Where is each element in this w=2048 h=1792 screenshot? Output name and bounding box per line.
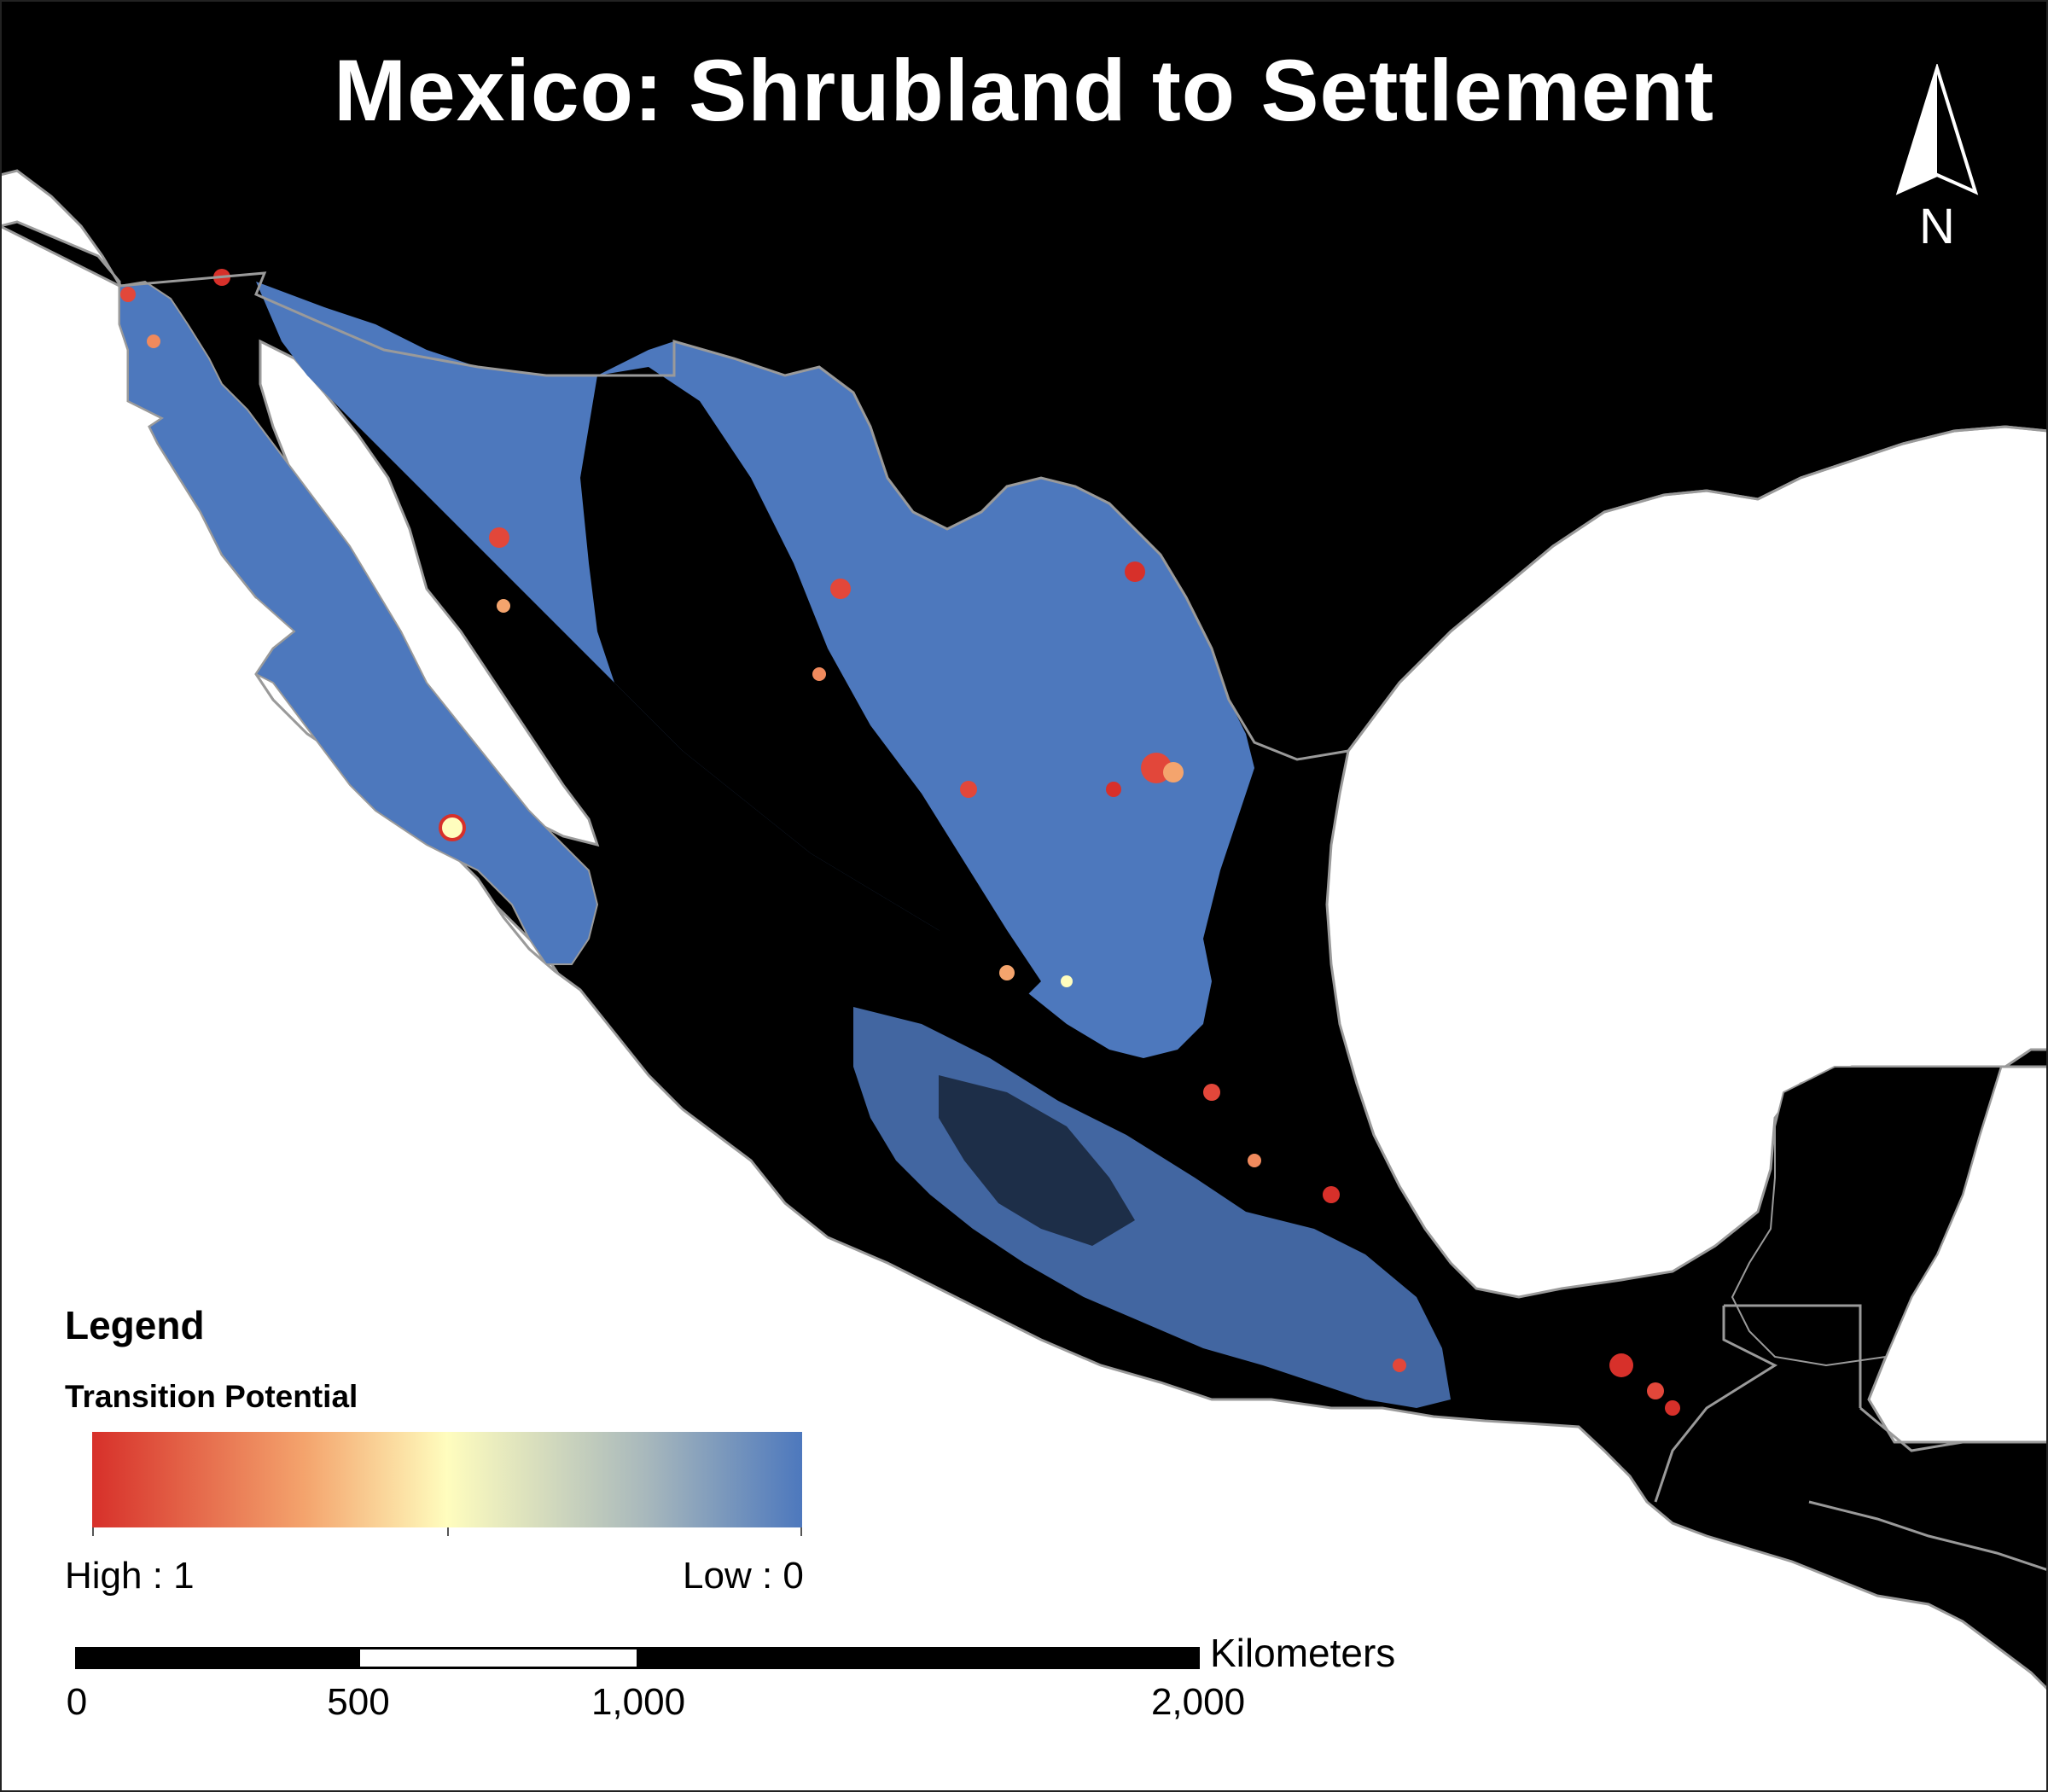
scale-segment-1 [75,1647,360,1669]
north-arrow-label: N [1919,199,1955,254]
legend-heading: Legend [65,1303,205,1347]
ramp-tick-start [92,1527,94,1536]
scale-segment-3 [637,1647,1200,1669]
scale-label: 0 [66,1681,88,1723]
legend-layer-name: Transition Potential [65,1379,358,1414]
ramp-tick-mid [447,1527,449,1536]
baja-california [119,280,599,965]
sierra-madre-occidental [580,367,1041,998]
scale-segment-2 [358,1647,639,1669]
yucatan-peninsula [1731,1066,2003,1367]
us-mexico-border [119,271,1349,761]
color-ramp [92,1432,802,1527]
map-title: Mexico: Shrubland to Settlement [334,42,1714,139]
legend-low-label: Low : 0 [683,1555,804,1597]
legend-panel: Legend Transition Potential High : 1 Low… [0,1280,853,1664]
ramp-tick-end [800,1527,802,1536]
high-potential-hotspots [120,269,1680,1416]
us-coastline [1347,425,2048,752]
scale-bar: Kilometers 0 500 1,000 2,000 [0,1621,1451,1741]
north-arrow-icon [1895,64,1979,195]
southern-dark-patches [939,1075,1135,1246]
scale-label: 1,000 [591,1681,686,1723]
scale-units: Kilometers [1210,1631,1396,1675]
country-borders [1654,1304,2048,1572]
legend-high-label: High : 1 [65,1555,195,1597]
scale-label: 500 [327,1681,390,1723]
scale-label: 2,000 [1150,1681,1246,1723]
